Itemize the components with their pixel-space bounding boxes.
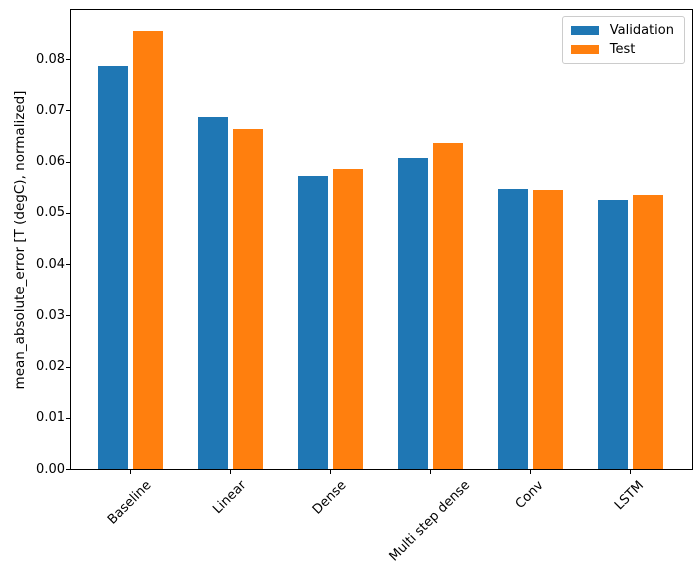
bar-test-conv [532, 190, 563, 469]
y-axis-label: mean_absolute_error [T (degC), normalize… [12, 90, 28, 390]
bar-validation-dense [297, 175, 328, 469]
bar-validation-lstm [597, 200, 628, 469]
y-tick-mark [66, 59, 70, 61]
x-tick-mark [430, 470, 431, 474]
test-swatch-icon [570, 45, 599, 54]
y-tick-mark [66, 469, 70, 470]
y-tick-label: 0.03 [36, 307, 65, 323]
y-tick-mark [66, 161, 70, 163]
bar-test-multi-step-dense [432, 143, 463, 469]
plot-area [70, 9, 693, 470]
bar-validation-baseline [97, 66, 128, 469]
bar-validation-multi-step-dense [397, 157, 428, 469]
bar-test-dense [332, 169, 363, 469]
bar-test-lstm [632, 194, 663, 469]
y-tick-mark [66, 315, 70, 317]
x-tick-mark [330, 470, 331, 474]
bar-validation-conv [497, 189, 528, 469]
legend-entry-test: Test [570, 41, 674, 58]
y-tick-mark [66, 264, 70, 266]
y-tick-label: 0.04 [36, 256, 65, 272]
bar-test-linear [232, 128, 263, 469]
y-tick-label: 0.01 [36, 410, 65, 426]
x-tick-label: Conv [512, 478, 547, 512]
legend: Validation Test [561, 16, 685, 64]
legend-label-test: Test [609, 42, 636, 57]
y-tick-mark [66, 417, 70, 419]
y-tick-label: 0.06 [36, 154, 65, 170]
bar-validation-linear [197, 116, 228, 469]
y-tick-label: 0.08 [36, 51, 65, 67]
y-tick-mark [66, 212, 70, 214]
validation-swatch-icon [570, 26, 599, 35]
y-tick-mark [66, 366, 70, 368]
bar-test-baseline [132, 31, 163, 469]
y-tick-label: 0.02 [36, 359, 65, 375]
x-tick-label: Multi step dense [386, 477, 474, 565]
y-tick-mark [66, 110, 70, 112]
y-tick-label: 0.00 [36, 461, 65, 477]
x-tick-label: Dense [309, 477, 350, 518]
x-tick-label: Baseline [104, 477, 155, 528]
x-tick-label: Linear [210, 477, 250, 518]
x-tick-mark [530, 470, 531, 474]
y-tick-label: 0.07 [36, 102, 65, 118]
legend-label-validation: Validation [609, 23, 674, 38]
x-tick-mark [230, 470, 231, 474]
legend-entry-validation: Validation [570, 22, 674, 39]
y-tick-label: 0.05 [36, 205, 65, 221]
x-tick-mark [630, 470, 631, 474]
x-tick-mark [130, 470, 131, 474]
x-tick-label: LSTM [611, 478, 648, 514]
